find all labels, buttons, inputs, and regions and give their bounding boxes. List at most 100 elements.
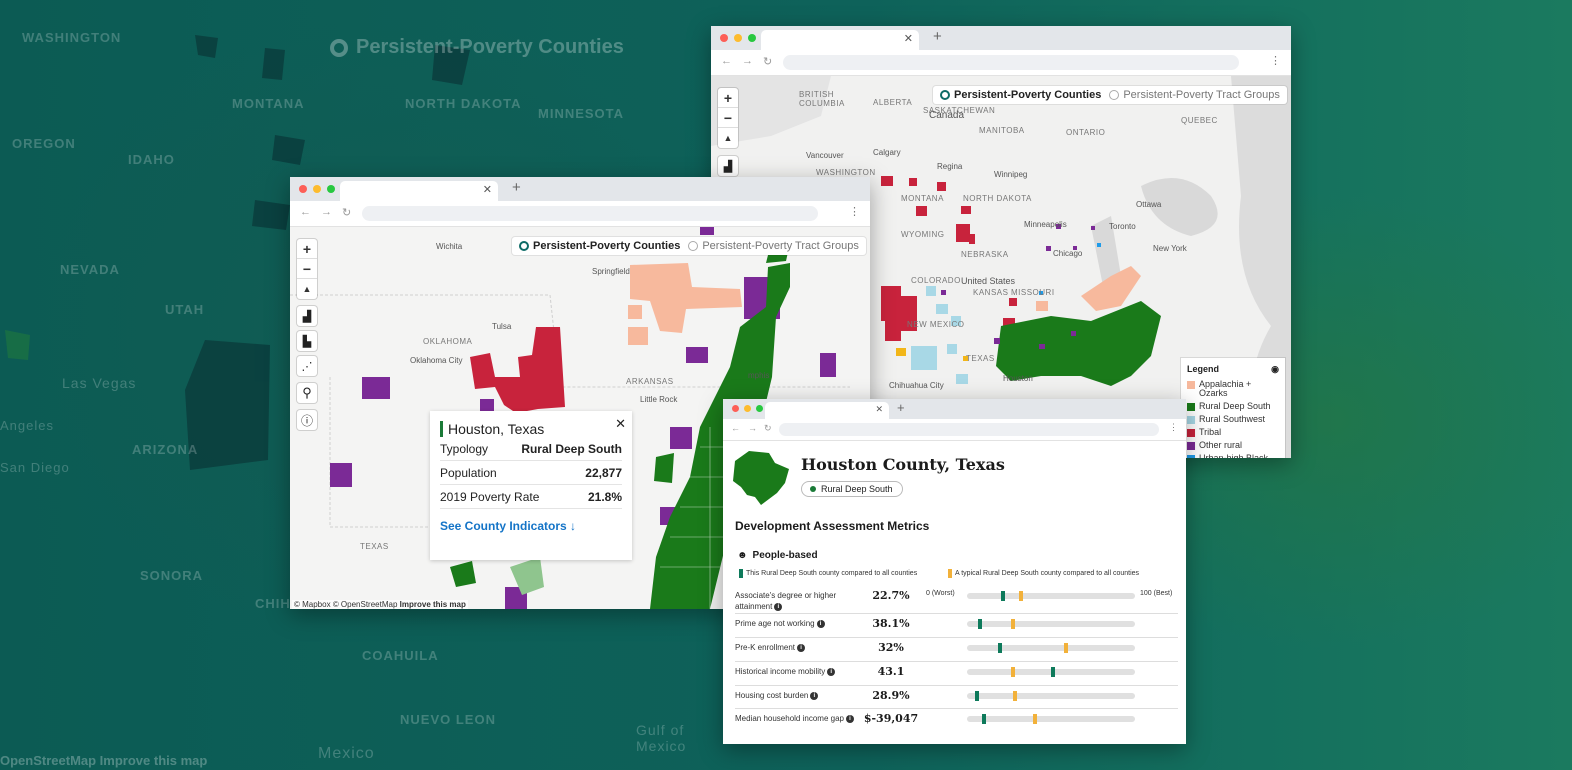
minimize-window-icon[interactable]: [744, 405, 751, 412]
close-popup-icon[interactable]: ✕: [615, 416, 626, 431]
close-tab-icon[interactable]: ✕: [875, 404, 883, 414]
map-label: Houston: [1003, 374, 1033, 383]
window-controls[interactable]: [720, 34, 756, 42]
address-bar[interactable]: [779, 423, 1159, 436]
zoom-in-button[interactable]: +: [718, 88, 738, 108]
typical-county-marker: [1011, 619, 1016, 629]
map-label: NEW MEXICO: [907, 320, 965, 329]
info-icon[interactable]: ⓘ: [297, 410, 317, 430]
legend-panel: Legend ◉ Appalachia + Ozarks Rural Deep So…: [1181, 358, 1285, 458]
bg-city-angeles: Angeles: [0, 418, 54, 433]
metric-track: [967, 643, 1135, 653]
close-window-icon[interactable]: [720, 34, 728, 42]
county-detail-window: ✕ + ← → ↻ ⋮ Houston County, Texas Rural …: [723, 399, 1186, 744]
new-tab-icon[interactable]: +: [897, 400, 905, 415]
map-label: Winnipeg: [994, 170, 1028, 179]
new-tab-icon[interactable]: +: [933, 28, 942, 45]
close-window-icon[interactable]: [299, 185, 307, 193]
info-icon[interactable]: i: [774, 602, 783, 611]
info-icon[interactable]: i: [827, 667, 836, 676]
menu-icon[interactable]: ⋮: [1270, 55, 1281, 67]
radio-icon: [519, 241, 529, 251]
back-icon[interactable]: ←: [721, 55, 732, 67]
metric-row: Median household income gap i $-39,047: [735, 709, 1178, 739]
zoom-in-button[interactable]: +: [297, 239, 317, 259]
search-icon[interactable]: ⚲: [297, 383, 317, 403]
map-label: MANITOBA: [979, 126, 1025, 135]
hawaii-map-button[interactable]: ⋰: [297, 356, 317, 376]
forward-icon[interactable]: →: [321, 206, 332, 218]
maximize-window-icon[interactable]: [748, 34, 756, 42]
browser-tab[interactable]: ✕: [340, 181, 498, 201]
osm-link[interactable]: © OpenStreetMap: [332, 600, 398, 609]
back-icon[interactable]: ←: [731, 423, 740, 433]
see-county-indicators-link[interactable]: See County Indicators ↓: [440, 519, 577, 533]
option-tract-groups[interactable]: Persistent-Poverty Tract Groups: [688, 240, 859, 252]
legend-label: Rural Southwest: [1199, 414, 1266, 424]
section-title: Development Assessment Metrics: [735, 519, 930, 533]
maximize-window-icon[interactable]: [327, 185, 335, 193]
option-counties[interactable]: Persistent-Poverty Counties: [940, 89, 1101, 101]
metric-value: $-39,047: [863, 712, 919, 725]
reload-icon[interactable]: ↻: [764, 423, 772, 433]
new-tab-icon[interactable]: +: [512, 179, 521, 196]
browser-tab[interactable]: ✕: [765, 402, 889, 419]
close-window-icon[interactable]: [732, 405, 739, 412]
forward-icon[interactable]: →: [748, 423, 757, 433]
map-label: United States: [961, 276, 1016, 286]
minimize-window-icon[interactable]: [734, 34, 742, 42]
eye-icon[interactable]: ◉: [1271, 364, 1279, 374]
close-tab-icon[interactable]: ✕: [482, 184, 492, 196]
window-controls[interactable]: [299, 185, 335, 193]
improve-map-link[interactable]: Improve this map: [399, 600, 466, 609]
info-icon[interactable]: i: [810, 691, 819, 700]
map-label: NEBRASKA: [961, 250, 1009, 259]
mapbox-link[interactable]: © Mapbox: [294, 600, 331, 609]
bg-label-oregon: OREGON: [12, 136, 76, 151]
info-icon[interactable]: i: [845, 714, 854, 723]
forward-icon[interactable]: →: [742, 55, 753, 67]
window-controls[interactable]: [732, 405, 763, 412]
map-label: ARKANSAS: [626, 377, 674, 386]
back-icon[interactable]: ←: [300, 206, 311, 218]
zoom-out-button[interactable]: −: [718, 108, 738, 128]
map-label: MONTANA: [901, 194, 944, 203]
bg-label-nevada: NEVADA: [60, 262, 120, 277]
info-icon[interactable]: i: [816, 619, 825, 628]
legend-swatch: [1187, 429, 1195, 437]
map-label: OKLAHOMA: [423, 337, 473, 346]
zoom-controls: + − ▲: [718, 88, 738, 148]
address-bar[interactable]: [783, 55, 1239, 70]
zoom-out-button[interactable]: −: [297, 259, 317, 279]
map-label: Little Rock: [640, 395, 678, 404]
us-map-button[interactable]: ▟: [297, 306, 317, 326]
nav-bar: ← → ↻ ⋮: [290, 201, 870, 227]
legend-label: Rural Deep South: [1199, 401, 1271, 411]
this-county-marker: [981, 714, 986, 724]
option-counties[interactable]: Persistent-Poverty Counties: [519, 240, 680, 252]
map-label: NORTH DAKOTA: [963, 194, 1032, 203]
menu-icon[interactable]: ⋮: [849, 206, 860, 218]
tab-bar: ✕ +: [711, 26, 1291, 50]
option-tract-groups[interactable]: Persistent-Poverty Tract Groups: [1109, 89, 1280, 101]
map-attribution: © Mapbox © OpenStreetMap Improve this ma…: [292, 600, 468, 609]
minimize-window-icon[interactable]: [313, 185, 321, 193]
browser-tab[interactable]: ✕: [761, 30, 919, 50]
metric-name: Historical income mobility i: [735, 666, 860, 677]
metric-value: 28.9%: [872, 689, 910, 702]
bg-label-north-dakota: NORTH DAKOTA: [405, 96, 522, 111]
reload-icon[interactable]: ↻: [342, 207, 352, 219]
metric-row: Housing cost burden i 28.9%: [735, 686, 1178, 709]
map-label: Oklahoma City: [410, 356, 463, 365]
info-icon[interactable]: i: [797, 643, 806, 652]
reset-north-button[interactable]: ▲: [302, 284, 312, 294]
address-bar[interactable]: [362, 206, 818, 221]
us-map-button[interactable]: ▟: [718, 156, 738, 176]
reload-icon[interactable]: ↻: [763, 56, 773, 68]
metric-track: [967, 691, 1135, 701]
menu-icon[interactable]: ⋮: [1169, 422, 1178, 432]
reset-north-button[interactable]: ▲: [723, 133, 733, 143]
alaska-map-button[interactable]: ▙: [297, 331, 317, 351]
close-tab-icon[interactable]: ✕: [903, 33, 913, 45]
maximize-window-icon[interactable]: [756, 405, 763, 412]
